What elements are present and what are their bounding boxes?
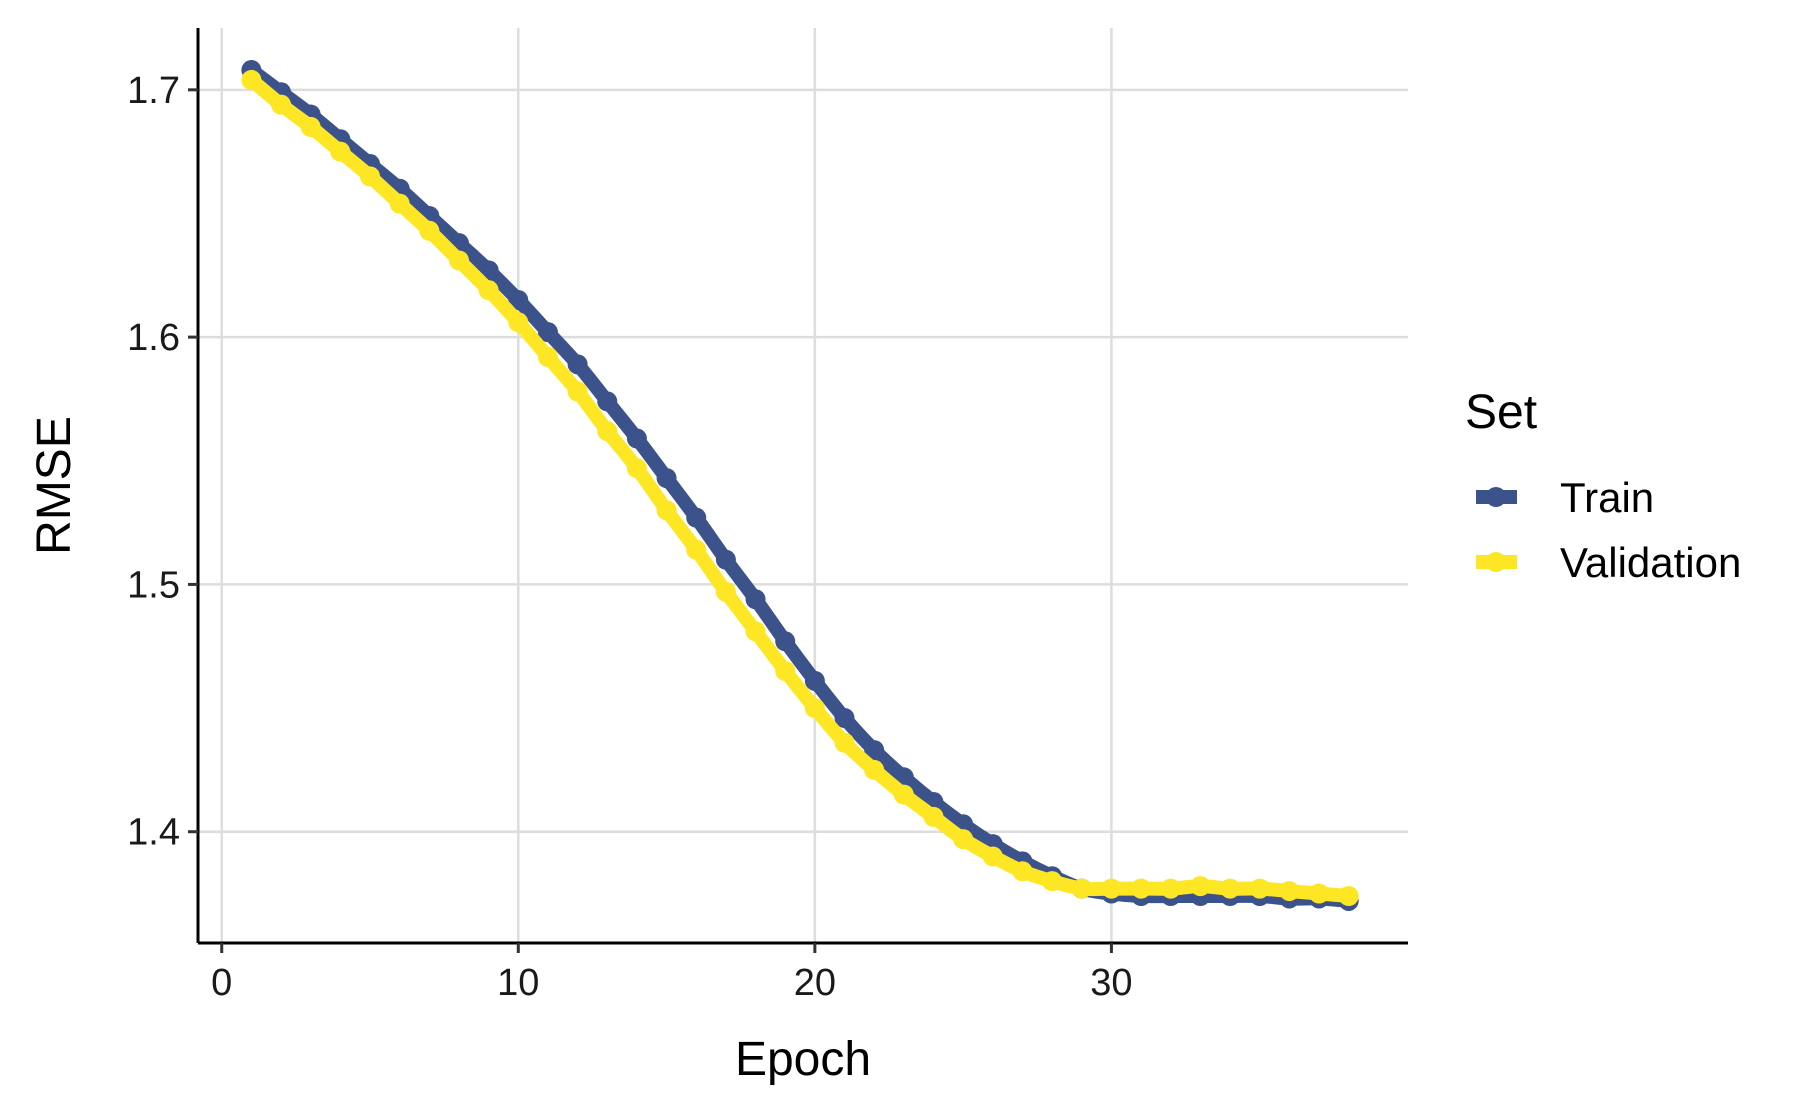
data-point-validation-18 [745,621,766,642]
legend-key-point-train [1486,487,1506,507]
data-point-validation-15 [656,500,677,521]
data-point-validation-19 [775,660,796,681]
data-point-validation-16 [686,539,707,560]
data-point-validation-33 [1190,876,1211,897]
axes [188,28,1408,953]
data-point-validation-12 [567,381,588,402]
x-tick-label-2: 20 [794,962,836,1004]
data-point-validation-31 [1131,878,1152,899]
x-tick-label-0: 0 [211,962,232,1004]
data-point-validation-27 [1012,861,1033,882]
data-point-validation-26 [982,846,1003,867]
data-point-validation-9 [478,280,499,301]
data-point-validation-17 [715,581,736,602]
data-point-train-12 [567,354,588,375]
data-point-validation-38 [1338,886,1359,907]
legend-label-validation: Validation [1560,539,1741,586]
data-point-validation-8 [448,250,469,271]
data-point-train-20 [804,670,825,691]
data-point-validation-4 [330,141,351,162]
data-point-train-10 [508,290,529,311]
legend-title: Set [1465,386,1537,439]
data-point-validation-1 [241,69,262,90]
y-tick-label-2: 1.6 [127,317,180,359]
data-point-validation-22 [864,759,885,780]
series-validation [241,69,1359,907]
data-point-validation-20 [804,698,825,719]
y-tick-label-3: 1.7 [127,70,180,112]
data-point-validation-23 [893,784,914,805]
data-point-train-17 [715,549,736,570]
data-point-train-13 [597,391,618,412]
data-point-validation-32 [1160,878,1181,899]
data-point-validation-36 [1279,881,1300,902]
legend-label-train: Train [1560,474,1654,521]
legend-item-validation: Validation [1476,539,1741,586]
data-point-train-15 [656,468,677,489]
data-point-validation-35 [1249,878,1270,899]
y-tick-label-1: 1.5 [127,564,180,606]
tick-labels: 0 10 20 30 1.4 1.5 1.6 1.7 [127,70,1132,1004]
data-point-validation-28 [1042,871,1063,892]
series-line-train [244,63,1356,908]
data-point-validation-24 [923,806,944,827]
data-point-validation-37 [1309,883,1330,904]
data-point-validation-5 [360,166,381,187]
legend: Set Train Validation [1465,386,1741,586]
x-tick-label-1: 10 [497,962,539,1004]
data-point-validation-13 [597,421,618,442]
x-tick-label-3: 30 [1090,962,1132,1004]
series-train [241,60,1359,911]
data-point-validation-34 [1220,878,1241,899]
data-point-train-19 [775,631,796,652]
data-point-validation-14 [626,458,647,479]
y-axis-title: RMSE [28,416,81,555]
data-point-validation-7 [419,220,440,241]
data-point-validation-2 [271,94,292,115]
data-point-validation-3 [300,116,321,137]
data-point-validation-25 [953,829,974,850]
data-point-train-21 [834,707,855,728]
series-layer [241,60,1359,911]
data-point-validation-6 [389,193,410,214]
data-point-validation-10 [508,312,529,333]
data-point-train-18 [745,589,766,610]
grid [198,28,1408,943]
data-point-train-11 [537,322,558,343]
y-tick-label-0: 1.4 [127,812,180,854]
data-point-train-14 [626,428,647,449]
data-point-validation-11 [537,346,558,367]
data-point-train-22 [864,740,885,761]
data-point-validation-21 [834,732,855,753]
data-point-train-16 [686,507,707,528]
x-axis-title: Epoch [735,1033,871,1086]
data-point-validation-30 [1101,878,1122,899]
legend-item-train: Train [1476,474,1654,521]
legend-key-point-validation [1486,552,1506,572]
data-point-validation-29 [1071,878,1092,899]
